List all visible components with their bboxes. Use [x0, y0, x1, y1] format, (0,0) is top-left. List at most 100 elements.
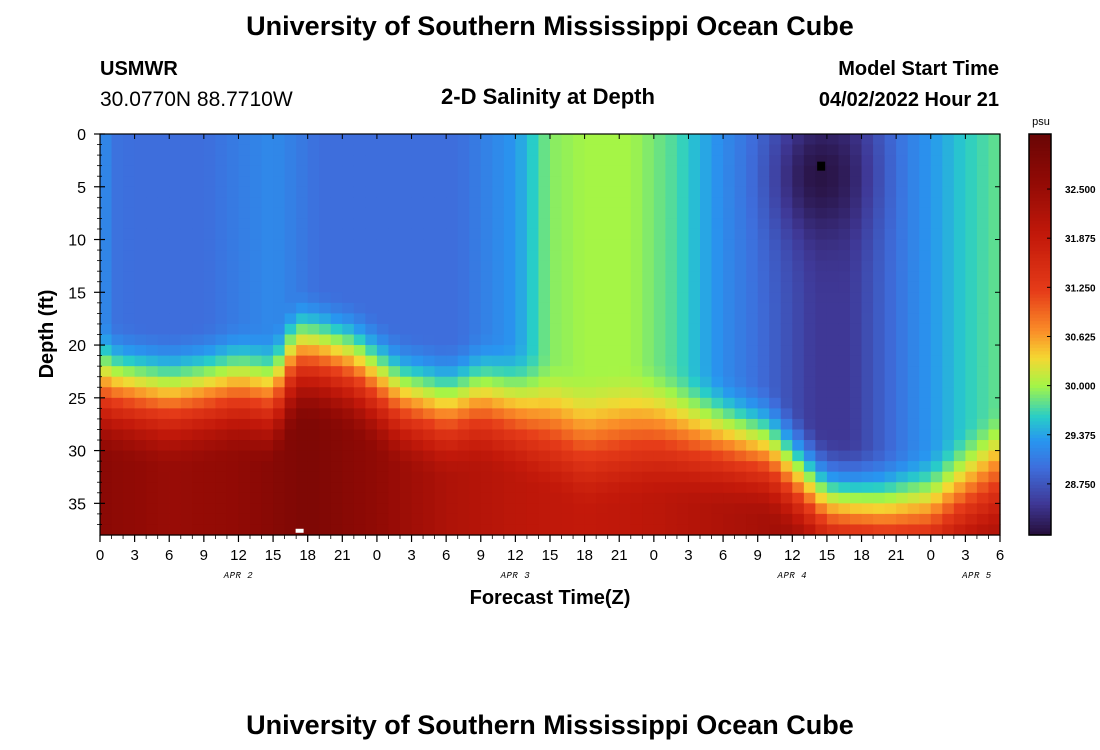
heatmap-cell: [538, 376, 551, 388]
heatmap-cell: [965, 281, 978, 293]
heatmap-cell: [157, 134, 170, 146]
heatmap-cell: [365, 345, 378, 357]
heatmap-cell: [526, 281, 540, 293]
heatmap-cell: [815, 418, 828, 431]
heatmap-cell: [376, 513, 390, 526]
heatmap-cell: [988, 345, 1001, 357]
heatmap-cell: [423, 176, 436, 188]
heatmap-cell: [619, 134, 632, 146]
heatmap-cell: [803, 450, 816, 462]
heatmap-cell: [630, 134, 643, 146]
heatmap-cell: [457, 471, 470, 483]
heatmap-cell: [815, 429, 828, 441]
heatmap-cell: [100, 440, 113, 452]
heatmap-cell: [469, 334, 482, 346]
heatmap-cell: [746, 271, 759, 283]
heatmap-cell: [446, 155, 459, 167]
heatmap-cell: [123, 155, 136, 167]
heatmap-cell: [930, 513, 943, 526]
heatmap-cell: [861, 176, 874, 188]
heatmap-cell: [307, 440, 320, 452]
heatmap-cell: [446, 260, 459, 272]
heatmap-cell: [100, 239, 113, 251]
heatmap-cell: [757, 418, 770, 431]
heatmap-cell: [619, 408, 632, 420]
heatmap-cell: [526, 450, 540, 462]
heatmap-cell: [492, 471, 505, 483]
heatmap-cell: [169, 503, 182, 515]
heatmap-cell: [596, 450, 609, 462]
heatmap-cell: [861, 418, 874, 431]
heatmap-cell: [953, 376, 966, 388]
heatmap-cell: [307, 387, 320, 399]
heatmap-cell: [123, 281, 136, 293]
heatmap-cell: [238, 408, 251, 420]
heatmap-cell: [746, 429, 759, 441]
heatmap-cell: [734, 144, 747, 156]
heatmap-cell: [238, 482, 251, 494]
heatmap-cell: [896, 165, 909, 177]
heatmap-cell: [226, 144, 240, 156]
heatmap-cell: [180, 165, 193, 177]
heatmap-cell: [780, 250, 793, 262]
heatmap-cell: [342, 440, 355, 452]
heatmap-cell: [238, 513, 251, 526]
heatmap-cell: [515, 197, 528, 209]
heatmap-cell: [976, 302, 990, 314]
heatmap-cell: [873, 218, 886, 230]
heatmap-cell: [411, 176, 424, 188]
heatmap-cell: [192, 524, 205, 536]
heatmap-cell: [469, 218, 482, 230]
heatmap-cell: [815, 271, 828, 283]
heatmap-cell: [261, 450, 274, 462]
heatmap-cell: [284, 366, 297, 378]
heatmap-cell: [665, 482, 678, 494]
heatmap-cell: [550, 345, 563, 357]
heatmap-cell: [203, 355, 216, 367]
heatmap-cell: [884, 239, 897, 251]
heatmap-cell: [203, 471, 216, 483]
heatmap-cell: [930, 271, 943, 283]
heatmap-cell: [492, 503, 505, 515]
heatmap-cell: [365, 376, 378, 388]
heatmap-cell: [503, 334, 516, 346]
heatmap-cell: [607, 144, 620, 156]
heatmap-cell: [203, 155, 216, 167]
heatmap-cell: [157, 250, 170, 262]
colorbar-segment: [1029, 531, 1051, 536]
heatmap-cell: [884, 165, 897, 177]
heatmap-cell: [226, 176, 240, 188]
heatmap-cell: [596, 355, 609, 367]
heatmap-cell: [700, 482, 713, 494]
heatmap-cell: [815, 345, 828, 357]
heatmap-cell: [226, 450, 240, 462]
heatmap-cell: [873, 429, 886, 441]
heatmap-cell: [676, 450, 690, 462]
heatmap-cell: [803, 207, 816, 220]
heatmap-cell: [492, 524, 505, 536]
heatmap-cell: [330, 450, 343, 462]
heatmap-cell: [353, 207, 366, 220]
heatmap-cell: [630, 355, 643, 367]
heatmap-cell: [307, 260, 320, 272]
heatmap-cell: [838, 376, 851, 388]
heatmap-cell: [826, 355, 840, 367]
heatmap-cell: [850, 197, 863, 209]
heatmap-cell: [100, 197, 113, 209]
heatmap-cell: [792, 387, 805, 399]
heatmap-cell: [192, 207, 205, 220]
heatmap-cell: [457, 366, 470, 378]
heatmap-cell: [838, 186, 851, 198]
heatmap-cell: [780, 524, 793, 536]
heatmap-cell: [792, 292, 805, 304]
heatmap-cell: [826, 134, 840, 146]
heatmap-cell: [123, 461, 136, 473]
heatmap-cell: [723, 239, 736, 251]
heatmap-cell: [261, 218, 274, 230]
heatmap-cell: [642, 302, 655, 314]
heatmap-cell: [319, 513, 332, 526]
heatmap-cell: [411, 197, 424, 209]
heatmap-cell: [492, 334, 505, 346]
heatmap-cell: [826, 271, 840, 283]
heatmap-cell: [250, 387, 263, 399]
